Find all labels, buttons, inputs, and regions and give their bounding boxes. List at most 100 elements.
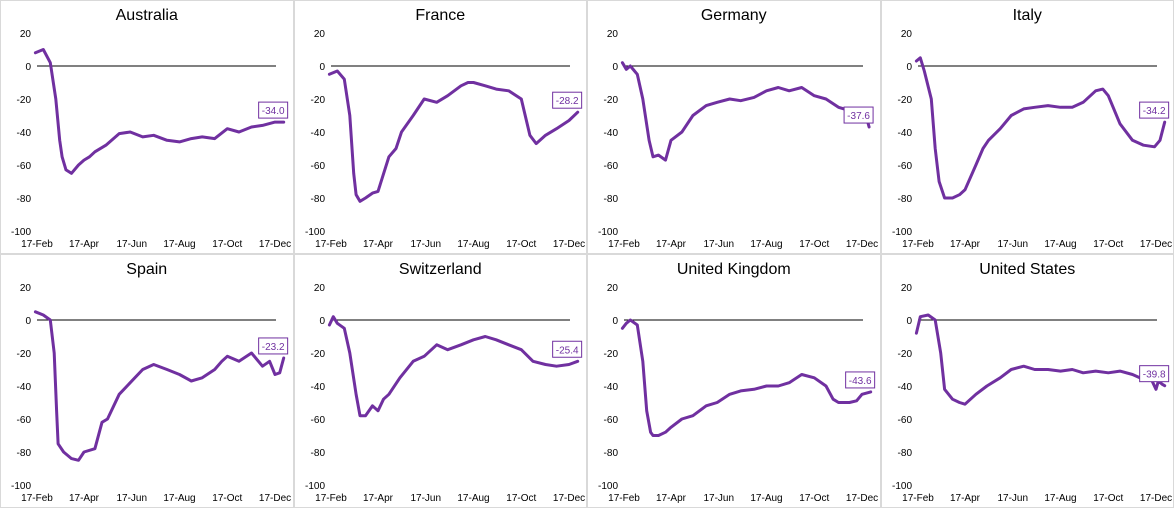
x-tick-label: 17-Jun (116, 493, 147, 504)
series-line (329, 71, 577, 201)
y-tick-label: -100 (891, 227, 911, 238)
y-tick-label: -100 (304, 227, 324, 238)
y-tick-label: -60 (17, 161, 32, 172)
y-tick-label: -60 (604, 161, 619, 172)
x-tick-label: 17-Aug (750, 239, 782, 250)
y-tick-label: -20 (310, 95, 325, 106)
y-tick-label: -80 (17, 448, 32, 459)
y-tick-label: 20 (313, 29, 325, 40)
x-tick-label: 17-Aug (163, 239, 195, 250)
x-tick-label: 17-Feb (21, 493, 53, 504)
x-tick-label: 17-Feb (608, 239, 640, 250)
x-tick-label: 17-Jun (703, 493, 734, 504)
y-tick-label: -20 (897, 349, 912, 360)
x-tick-label: 17-Dec (259, 239, 291, 250)
y-tick-label: -40 (897, 128, 912, 139)
y-tick-label: -80 (897, 194, 912, 205)
x-tick-label: 17-Jun (410, 239, 441, 250)
x-tick-label: 17-Dec (552, 239, 584, 250)
y-tick-label: -100 (598, 481, 618, 492)
x-tick-label: 17-Aug (457, 239, 489, 250)
y-tick-label: -80 (310, 448, 325, 459)
y-tick-label: -40 (310, 382, 325, 393)
y-tick-label: -20 (897, 95, 912, 106)
x-tick-label: 17-Aug (1044, 239, 1076, 250)
x-tick-label: 17-Aug (457, 493, 489, 504)
x-tick-label: 17-Aug (750, 493, 782, 504)
series-line (622, 63, 869, 160)
y-tick-label: -40 (17, 128, 32, 139)
y-tick-label: 20 (20, 283, 32, 294)
x-tick-label: 17-Apr (949, 493, 980, 504)
x-tick-label: 17-Jun (410, 493, 441, 504)
x-tick-label: 17-Feb (608, 493, 640, 504)
x-tick-label: 17-Oct (212, 493, 242, 504)
series-line (622, 320, 870, 436)
x-tick-label: 17-Dec (552, 493, 584, 504)
x-tick-label: 17-Oct (506, 239, 536, 250)
x-tick-label: 17-Dec (1139, 239, 1171, 250)
x-tick-label: 17-Feb (902, 493, 934, 504)
y-tick-label: -80 (897, 448, 912, 459)
data-label: -25.4 (555, 345, 578, 356)
y-tick-label: -80 (604, 448, 619, 459)
x-tick-label: 17-Oct (212, 239, 242, 250)
y-tick-label: 0 (25, 62, 31, 73)
x-tick-label: 17-Feb (21, 239, 53, 250)
y-tick-label: -20 (604, 95, 619, 106)
y-tick-label: -60 (897, 161, 912, 172)
y-tick-label: 20 (607, 283, 619, 294)
x-tick-label: 17-Apr (69, 493, 100, 504)
y-tick-label: -60 (310, 415, 325, 426)
x-tick-label: 17-Oct (799, 239, 829, 250)
x-tick-label: 17-Apr (69, 239, 100, 250)
y-tick-label: -100 (598, 227, 618, 238)
data-label: -34.0 (262, 106, 285, 117)
x-tick-label: 17-Dec (846, 493, 878, 504)
data-label: -23.2 (262, 342, 285, 353)
x-tick-label: 17-Apr (362, 493, 393, 504)
x-tick-label: 17-Oct (1093, 493, 1123, 504)
y-tick-label: -40 (897, 382, 912, 393)
x-tick-label: 17-Feb (315, 239, 347, 250)
y-tick-label: -100 (891, 481, 911, 492)
x-tick-label: 17-Apr (656, 239, 687, 250)
y-tick-label: 0 (906, 316, 912, 327)
y-tick-label: 20 (900, 29, 912, 40)
data-label: -34.2 (1142, 106, 1165, 117)
series-line (35, 50, 283, 174)
y-tick-label: -60 (310, 161, 325, 172)
y-tick-label: -40 (17, 382, 32, 393)
x-tick-label: 17-Apr (362, 239, 393, 250)
series-line (916, 58, 1164, 198)
y-tick-label: 20 (607, 29, 619, 40)
x-tick-label: 17-Jun (703, 239, 734, 250)
y-tick-label: -20 (310, 349, 325, 360)
x-tick-label: 17-Feb (315, 493, 347, 504)
y-tick-label: 0 (906, 62, 912, 73)
y-tick-label: 20 (20, 29, 32, 40)
y-tick-label: 0 (319, 62, 325, 73)
y-tick-label: -60 (897, 415, 912, 426)
x-tick-label: 17-Jun (116, 239, 147, 250)
x-tick-label: 17-Feb (902, 239, 934, 250)
x-tick-label: 17-Jun (997, 239, 1028, 250)
data-label: -43.6 (849, 376, 872, 387)
y-tick-label: -80 (17, 194, 32, 205)
y-tick-label: -80 (310, 194, 325, 205)
data-label: -37.6 (847, 111, 870, 122)
x-tick-label: 17-Dec (1139, 493, 1171, 504)
